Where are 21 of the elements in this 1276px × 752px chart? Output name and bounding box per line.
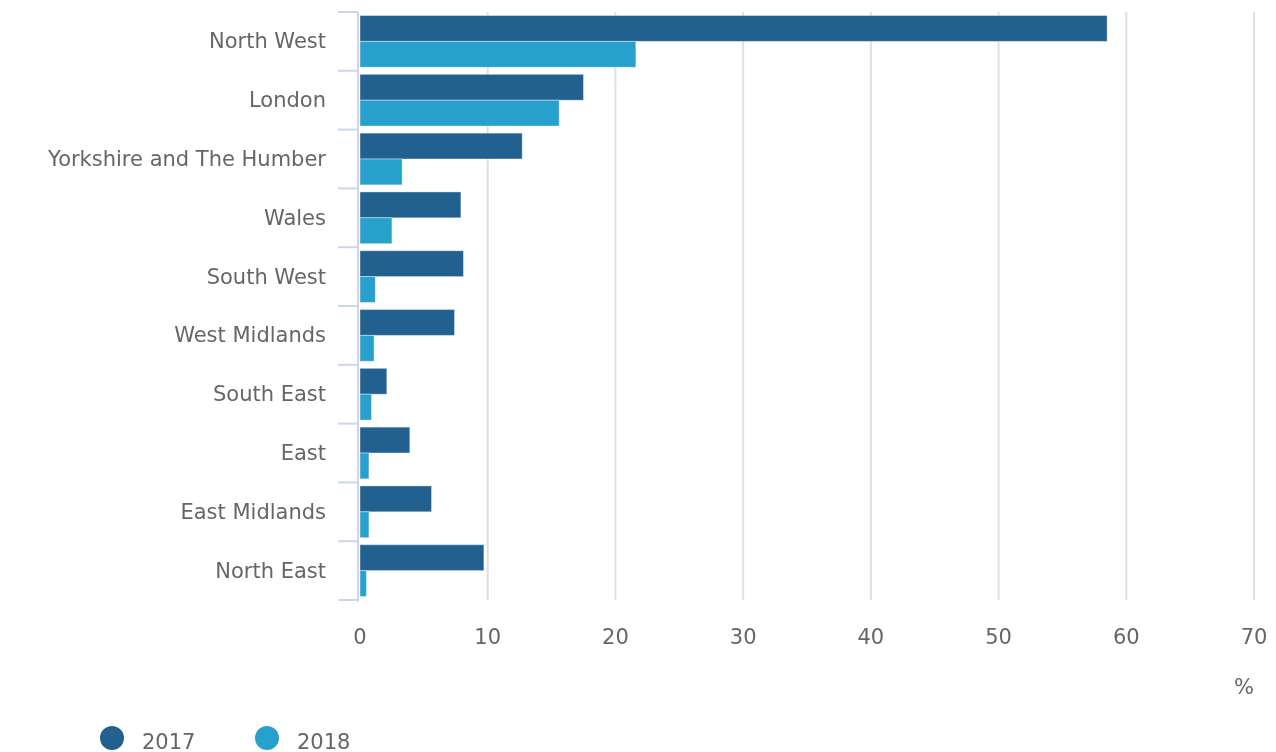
x-axis-title: % [1234,675,1254,699]
y-tick-label: Wales [264,205,326,230]
y-tick-label: South West [206,264,326,289]
y-tick-label: North West [208,29,326,54]
x-tick-label: 60 [1112,625,1140,649]
y-tick-label: East Midlands [180,499,326,524]
y-tick-label: North East [215,558,326,583]
y-tick-label: Yorkshire and The Humber [47,147,327,171]
x-tick-label: 50 [985,625,1012,649]
y-tick-label: London [249,88,326,113]
x-tick-label: 70 [1240,625,1268,649]
legend-label: 2017 [142,730,196,752]
y-tick-label: East [280,441,326,465]
x-tick-label: 10 [474,625,502,649]
x-tick-label: 30 [729,625,757,649]
legend-label: 2018 [297,730,351,752]
x-tick-label: 0 [353,625,367,649]
x-tick-label: 20 [602,625,629,649]
y-tick-label: South East [212,382,326,407]
y-tick-label: West Midlands [174,323,326,348]
x-tick-label: 40 [857,625,885,649]
